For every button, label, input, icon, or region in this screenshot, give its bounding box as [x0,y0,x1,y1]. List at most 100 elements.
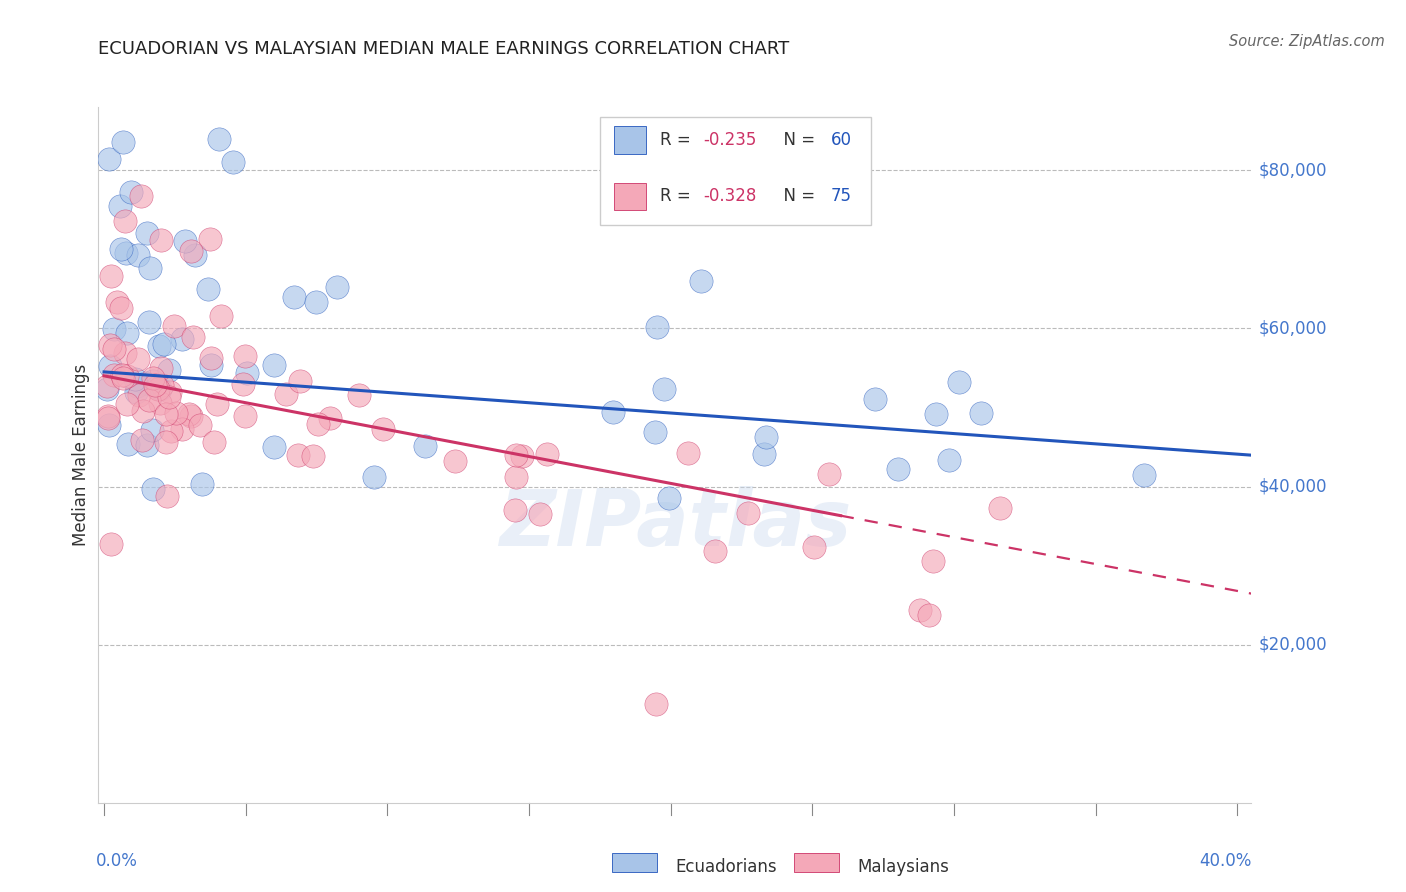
Point [155,434,177,449]
Text: N =: N = [773,131,820,149]
Point [503,502,526,516]
Bar [614,183,647,210]
Point [198,232,221,246]
Point [200,358,222,372]
Point [138,392,160,407]
Point [602,405,624,419]
Text: Ecuadorians: Ecuadorians [675,858,776,876]
Point [191,477,214,491]
Point [114,346,136,360]
Point [100,537,122,551]
Text: R =: R = [659,131,696,149]
Point [141,423,163,437]
Point [703,544,725,558]
Point [209,310,232,324]
Point [103,322,125,336]
Point [908,603,931,617]
Point [690,274,713,288]
Point [803,541,825,555]
Point [173,235,195,249]
Point [96,378,118,392]
Point [159,424,181,438]
Point [98,153,121,167]
Point [510,449,533,463]
Point [124,371,146,385]
Point [326,280,349,294]
Point [654,382,676,396]
Point [644,425,666,440]
Point [125,384,148,399]
Point [143,377,166,392]
Point [676,446,699,460]
Point [232,376,254,391]
Point [197,282,219,296]
Point [115,246,138,260]
Text: $20,000: $20,000 [1258,636,1327,654]
Point [645,697,668,711]
Point [301,449,323,463]
Point [349,388,371,402]
Point [737,506,759,520]
Point [645,320,668,334]
Point [149,396,172,410]
Point [110,301,132,316]
Point [188,418,211,433]
Point [159,385,181,400]
Point [921,554,943,568]
Point [98,338,121,352]
Point [179,407,201,421]
Point [222,155,245,169]
Point [938,453,960,467]
Text: $80,000: $80,000 [1258,161,1327,179]
Text: R =: R = [659,187,696,205]
Point [115,368,138,383]
Point [98,359,121,374]
Point [505,448,527,462]
Point [148,339,170,353]
Point [263,440,285,454]
Point [117,437,139,451]
Point [120,185,142,199]
Point [886,462,908,476]
Text: ZIPatlas: ZIPatlas [499,486,851,563]
Point [127,351,149,366]
Bar [614,127,647,153]
Point [287,448,309,462]
Text: N =: N = [773,187,820,205]
Point [184,247,207,261]
Text: 40.0%: 40.0% [1199,852,1251,870]
Point [111,368,134,383]
Point [145,380,167,394]
Point [205,396,228,410]
Point [180,244,202,259]
Point [202,435,225,450]
Point [180,409,202,423]
Point [127,248,149,262]
Point [129,189,152,203]
Point [208,131,231,145]
Point [948,376,970,390]
Point [863,392,886,406]
Point [157,363,180,377]
Point [114,214,136,228]
Point [263,358,285,372]
Point [752,446,775,460]
Point [657,491,679,506]
Point [156,489,179,503]
Point [117,397,139,411]
Text: Malaysians: Malaysians [858,858,949,876]
Point [149,361,172,376]
Point [363,469,385,483]
Point [307,417,329,432]
Point [97,411,120,425]
Point [236,366,259,380]
Point [233,349,256,363]
Point [529,507,551,521]
Point [111,135,134,149]
Point [165,406,187,420]
Point [443,453,465,467]
Point [135,227,157,241]
Text: Source: ZipAtlas.com: Source: ZipAtlas.com [1229,34,1385,49]
Point [138,315,160,329]
Point [135,438,157,452]
